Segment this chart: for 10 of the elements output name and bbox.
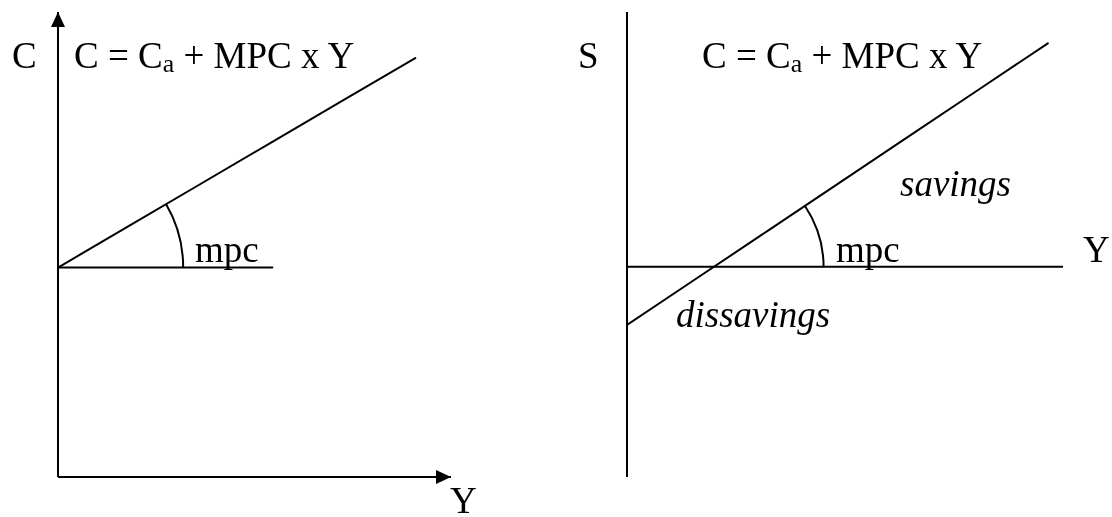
x-axis-title: Y [450,480,477,517]
annotation: savings [900,163,1011,204]
annotation: mpc [836,229,900,270]
chart-title: C = C$_{a}$ + MPC x Y [702,35,983,78]
annotation: dissavings [676,294,831,335]
annotation: mpc [195,229,259,270]
x-axis-title: Y [1083,229,1110,270]
y-axis-title: S [578,35,599,76]
chart-title: C = C$_{a}$ + MPC x Y [74,35,355,78]
y-axis-title: C [12,35,37,76]
